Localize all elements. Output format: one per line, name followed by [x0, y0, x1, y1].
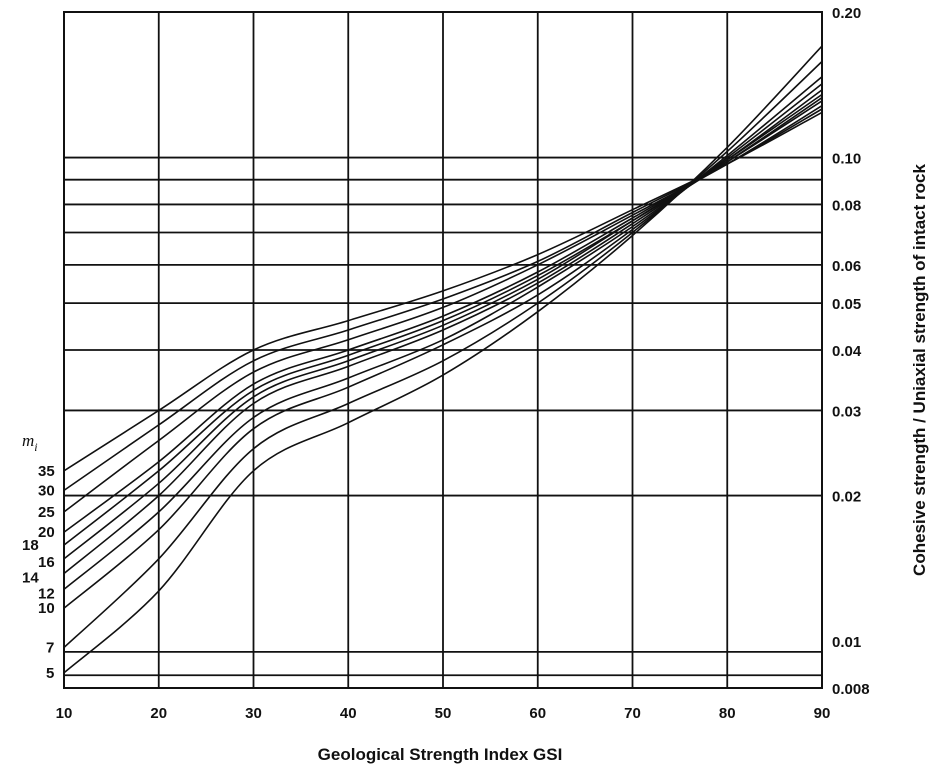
- mi-label-12: 12: [38, 585, 55, 602]
- y-tick-label-0.02: 0.02: [832, 489, 861, 506]
- x-tick-label-60: 60: [529, 705, 546, 722]
- mi-label-14: 14: [22, 569, 39, 586]
- y-tick-label-0.05: 0.05: [832, 296, 861, 313]
- x-tick-label-90: 90: [814, 705, 831, 722]
- x-axis-ticks: 10 20 30 40 50 60 70 80 90: [56, 705, 831, 722]
- mi-label-25: 25: [38, 504, 55, 521]
- mi-label-16: 16: [38, 554, 55, 571]
- y-tick-label-0.04: 0.04: [832, 343, 862, 360]
- mi-label-5: 5: [46, 665, 54, 682]
- vertical-gridlines: [157, 12, 729, 688]
- y-tick-label-0.01: 0.01: [832, 634, 861, 651]
- mi-label-30: 30: [38, 482, 55, 499]
- x-tick-label-70: 70: [624, 705, 641, 722]
- mi-title: mi: [22, 431, 38, 454]
- y-tick-label-0.008: 0.008: [832, 681, 870, 698]
- mi-label-35: 35: [38, 463, 55, 480]
- mi-label-20: 20: [38, 524, 55, 541]
- y-tick-label-0.08: 0.08: [832, 197, 861, 214]
- curve-mi-10: [63, 76, 823, 609]
- mi-label-18: 18: [22, 537, 39, 554]
- x-axis-title: Geological Strength Index GSI: [318, 745, 563, 764]
- x-tick-label-30: 30: [245, 705, 262, 722]
- y-tick-label-0.06: 0.06: [832, 258, 861, 275]
- y-axis-ticks: 0.008 0.01 0.02 0.03 0.04 0.05 0.06 0.08 0.10 0.2…: [832, 5, 870, 698]
- curve-mi-7: [63, 60, 823, 649]
- curve-mi-5: [63, 45, 823, 674]
- y-tick-label-0.20: 0.20: [832, 5, 861, 22]
- x-tick-label-50: 50: [435, 705, 452, 722]
- x-tick-label-40: 40: [340, 705, 357, 722]
- y-axis-title: Cohesive strength / Uniaxial strength of…: [910, 164, 929, 576]
- mi-label-10: 10: [38, 600, 55, 617]
- mi-curves: [63, 45, 823, 674]
- x-tick-label-20: 20: [150, 705, 167, 722]
- mi-label-7: 7: [46, 640, 54, 657]
- x-tick-label-80: 80: [719, 705, 736, 722]
- y-tick-label-0.10: 0.10: [832, 151, 861, 168]
- x-tick-label-10: 10: [56, 705, 73, 722]
- y-tick-label-0.03: 0.03: [832, 403, 861, 420]
